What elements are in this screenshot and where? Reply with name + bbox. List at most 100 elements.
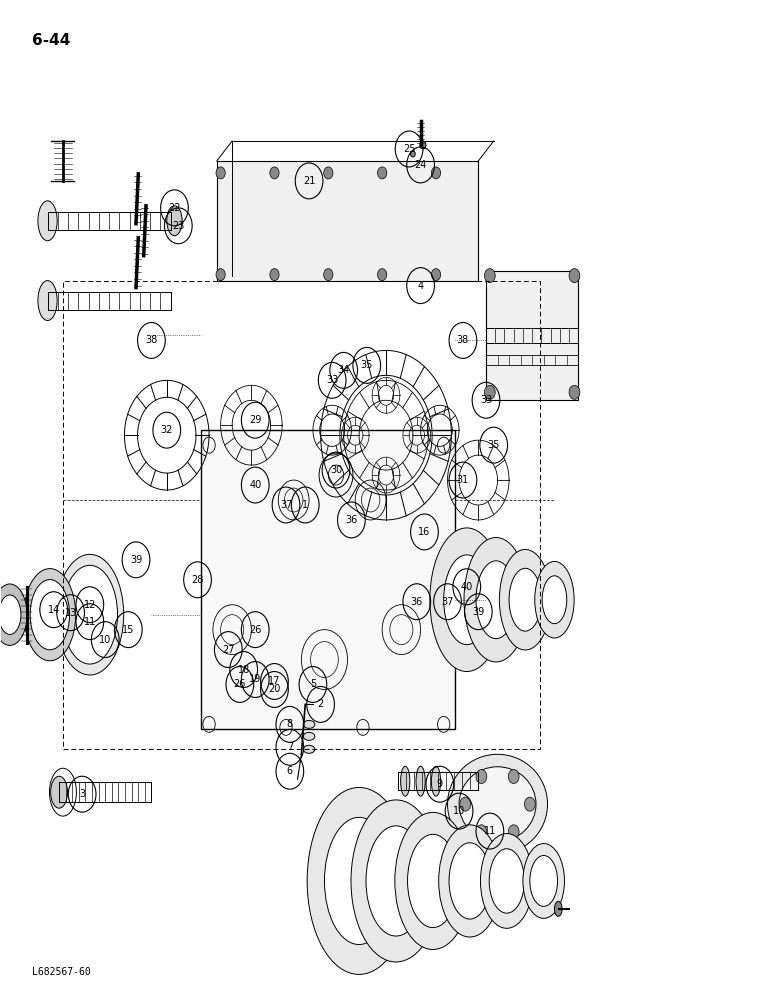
Text: 5: 5 [310,679,316,689]
Ellipse shape [554,901,562,916]
Ellipse shape [394,812,471,949]
Ellipse shape [489,849,524,913]
Ellipse shape [408,834,459,928]
Text: 26: 26 [234,679,246,689]
Ellipse shape [420,141,426,149]
Text: 9: 9 [437,779,443,789]
Ellipse shape [351,800,441,962]
Ellipse shape [38,201,57,241]
Ellipse shape [63,565,117,664]
Text: 31: 31 [457,475,469,485]
Ellipse shape [324,817,394,945]
Ellipse shape [432,766,441,796]
Text: 10: 10 [99,635,111,645]
Ellipse shape [38,281,57,321]
Ellipse shape [303,732,315,740]
Text: 8: 8 [286,719,293,729]
Circle shape [476,825,487,839]
Ellipse shape [167,206,182,236]
Circle shape [323,167,333,179]
Ellipse shape [24,569,76,661]
Text: 35: 35 [361,360,373,370]
Circle shape [216,167,225,179]
Text: 21: 21 [303,176,315,186]
Text: 29: 29 [249,415,262,425]
Ellipse shape [542,576,567,624]
Ellipse shape [499,549,551,650]
Text: 14: 14 [48,605,59,615]
Text: 23: 23 [172,221,185,231]
Circle shape [378,269,387,281]
Circle shape [485,385,495,399]
Ellipse shape [476,561,516,639]
Ellipse shape [535,561,574,638]
Text: 13: 13 [65,608,76,618]
Ellipse shape [480,834,533,928]
Text: 30: 30 [330,465,342,475]
Ellipse shape [509,568,541,631]
Circle shape [460,797,471,811]
Ellipse shape [448,754,547,854]
Text: 24: 24 [415,160,427,170]
Text: 37: 37 [442,597,454,607]
Ellipse shape [449,843,491,919]
Bar [486,271,578,400]
Text: 2: 2 [317,699,323,709]
Ellipse shape [416,766,425,796]
Text: 4: 4 [418,281,424,291]
Text: 20: 20 [269,684,281,694]
Ellipse shape [30,580,69,650]
Text: 17: 17 [269,676,281,686]
Ellipse shape [430,528,503,672]
Text: 12: 12 [83,600,96,610]
Circle shape [270,269,279,281]
Circle shape [569,385,580,399]
Text: 36: 36 [345,515,357,525]
Circle shape [432,269,441,281]
Ellipse shape [523,844,564,918]
Text: 34: 34 [337,365,350,375]
Text: 16: 16 [418,527,431,537]
Text: 39: 39 [130,555,142,565]
Text: 11: 11 [484,826,496,836]
Text: 25: 25 [403,144,415,154]
Bar [201,430,455,729]
Text: 33: 33 [326,375,338,385]
Text: 27: 27 [222,645,235,655]
Text: 19: 19 [249,675,262,685]
Circle shape [508,825,519,839]
Ellipse shape [51,776,67,808]
Text: 40: 40 [461,582,473,592]
Text: 38: 38 [457,335,469,345]
Circle shape [378,167,387,179]
Ellipse shape [411,151,415,157]
Circle shape [569,269,580,283]
Text: 1: 1 [302,500,308,510]
Text: 36: 36 [411,597,423,607]
Circle shape [485,269,495,283]
Text: 3: 3 [79,789,85,799]
Ellipse shape [444,555,490,645]
Circle shape [476,770,487,783]
Ellipse shape [303,745,315,753]
Ellipse shape [464,537,528,662]
Text: 15: 15 [122,625,134,635]
Text: 6-44: 6-44 [32,33,70,48]
Circle shape [508,770,519,783]
Bar [217,161,479,281]
Text: 33: 33 [480,395,492,405]
Text: 7: 7 [286,742,293,752]
Text: 35: 35 [487,440,500,450]
Text: 32: 32 [161,425,173,435]
Text: 26: 26 [249,625,262,635]
Ellipse shape [303,720,315,728]
Text: 6: 6 [286,766,293,776]
Ellipse shape [366,826,426,936]
Text: 40: 40 [249,480,262,490]
Text: 28: 28 [191,575,204,585]
Ellipse shape [530,856,557,906]
Text: 22: 22 [168,203,181,213]
Ellipse shape [0,584,27,645]
Ellipse shape [307,787,411,974]
Ellipse shape [0,595,21,634]
